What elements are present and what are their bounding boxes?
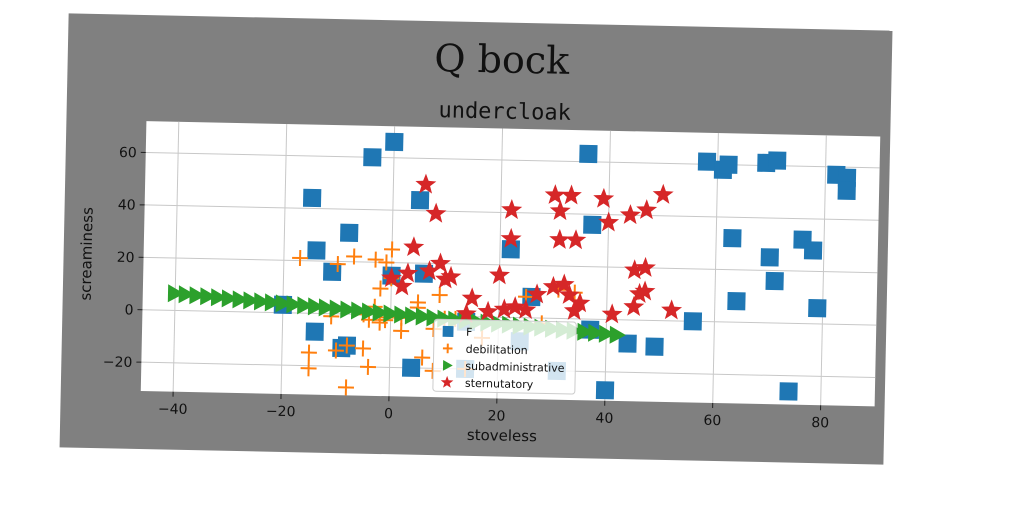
data-point [340,224,358,242]
y-tick-label: −20 [103,354,133,371]
data-point [698,152,716,170]
figure-group: Q bock undercloak −40 −20 0 20 40 60 80 −20 0 20… [60,13,893,464]
x-tick-label: 20 [487,408,505,424]
data-point [723,229,741,247]
legend-label: debilitation [466,343,528,357]
legend-label: subadministrative [465,360,565,375]
chart-suptitle: Q bock [434,36,571,83]
x-axis-label: stoveless [467,426,538,445]
data-point [838,182,856,200]
data-point [411,191,429,209]
data-point [808,299,826,317]
data-point [765,272,783,290]
data-point [719,156,737,174]
x-tick-label: −20 [266,404,296,421]
data-point [804,241,822,259]
data-point [307,241,325,259]
data-point [596,381,614,399]
x-tick-label: 0 [384,406,393,422]
data-point [303,189,321,207]
data-point [768,151,786,169]
data-point [779,382,797,400]
chart-title: undercloak [438,98,571,126]
data-point [583,216,601,234]
y-axis-label: screaminess [77,207,97,301]
x-tick-label: 80 [811,415,829,431]
data-point [579,145,597,163]
x-tick-label: −40 [158,401,188,418]
y-tick-label: 0 [124,302,133,318]
y-tick-label: 20 [117,250,135,266]
data-point [684,312,702,330]
legend-marker [443,326,454,337]
legend-label: F [466,326,473,339]
y-tick-label: 40 [118,197,136,213]
x-tick-label: 40 [595,411,613,427]
data-point [306,323,324,341]
x-tick-label: 60 [703,413,721,429]
data-point [363,148,381,166]
data-point [761,248,779,266]
data-point [727,292,745,310]
y-tick-label: 60 [119,145,137,161]
data-point [385,133,403,151]
legend-label: sternutatory [465,377,534,391]
data-point [402,359,420,377]
data-point [645,338,663,356]
